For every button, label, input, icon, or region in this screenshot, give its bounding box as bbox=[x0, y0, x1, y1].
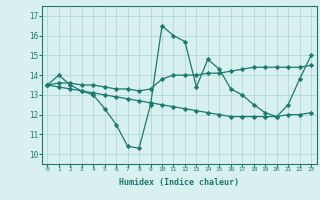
X-axis label: Humidex (Indice chaleur): Humidex (Indice chaleur) bbox=[119, 178, 239, 187]
